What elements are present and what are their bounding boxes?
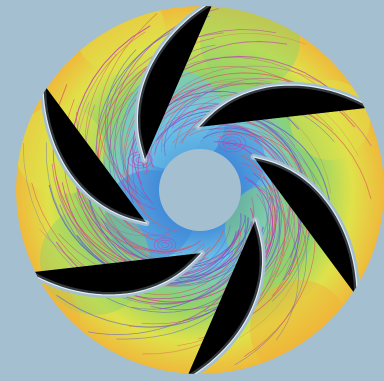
blade-edge — [197, 84, 372, 128]
streamline — [116, 222, 252, 268]
streamline — [248, 188, 281, 315]
streamline — [84, 197, 254, 281]
vortex-streamline — [157, 239, 173, 251]
streamline — [163, 218, 250, 282]
blade-edge — [28, 252, 203, 296]
streamline — [87, 197, 255, 278]
streamline — [202, 131, 302, 281]
streamline — [114, 29, 276, 206]
streamline — [119, 70, 159, 202]
hub — [159, 149, 241, 231]
streamline — [247, 179, 299, 341]
blade-edge — [253, 156, 358, 298]
streamline — [96, 202, 201, 253]
vortex-streamline — [153, 237, 177, 253]
blade-edge — [185, 219, 264, 374]
vortex-streamline — [218, 133, 246, 153]
streamline — [98, 13, 158, 182]
blade-edge — [42, 82, 147, 224]
streamline — [52, 84, 225, 270]
blade-gaps — [25, 6, 375, 374]
streamline — [31, 182, 242, 295]
vortex-streamline — [227, 139, 237, 147]
blade-edge — [136, 6, 215, 161]
vortex-streamline — [161, 242, 169, 248]
streamline — [161, 83, 285, 153]
vortex-streamline — [222, 136, 242, 150]
streamline — [206, 122, 318, 184]
streamline — [200, 127, 328, 203]
